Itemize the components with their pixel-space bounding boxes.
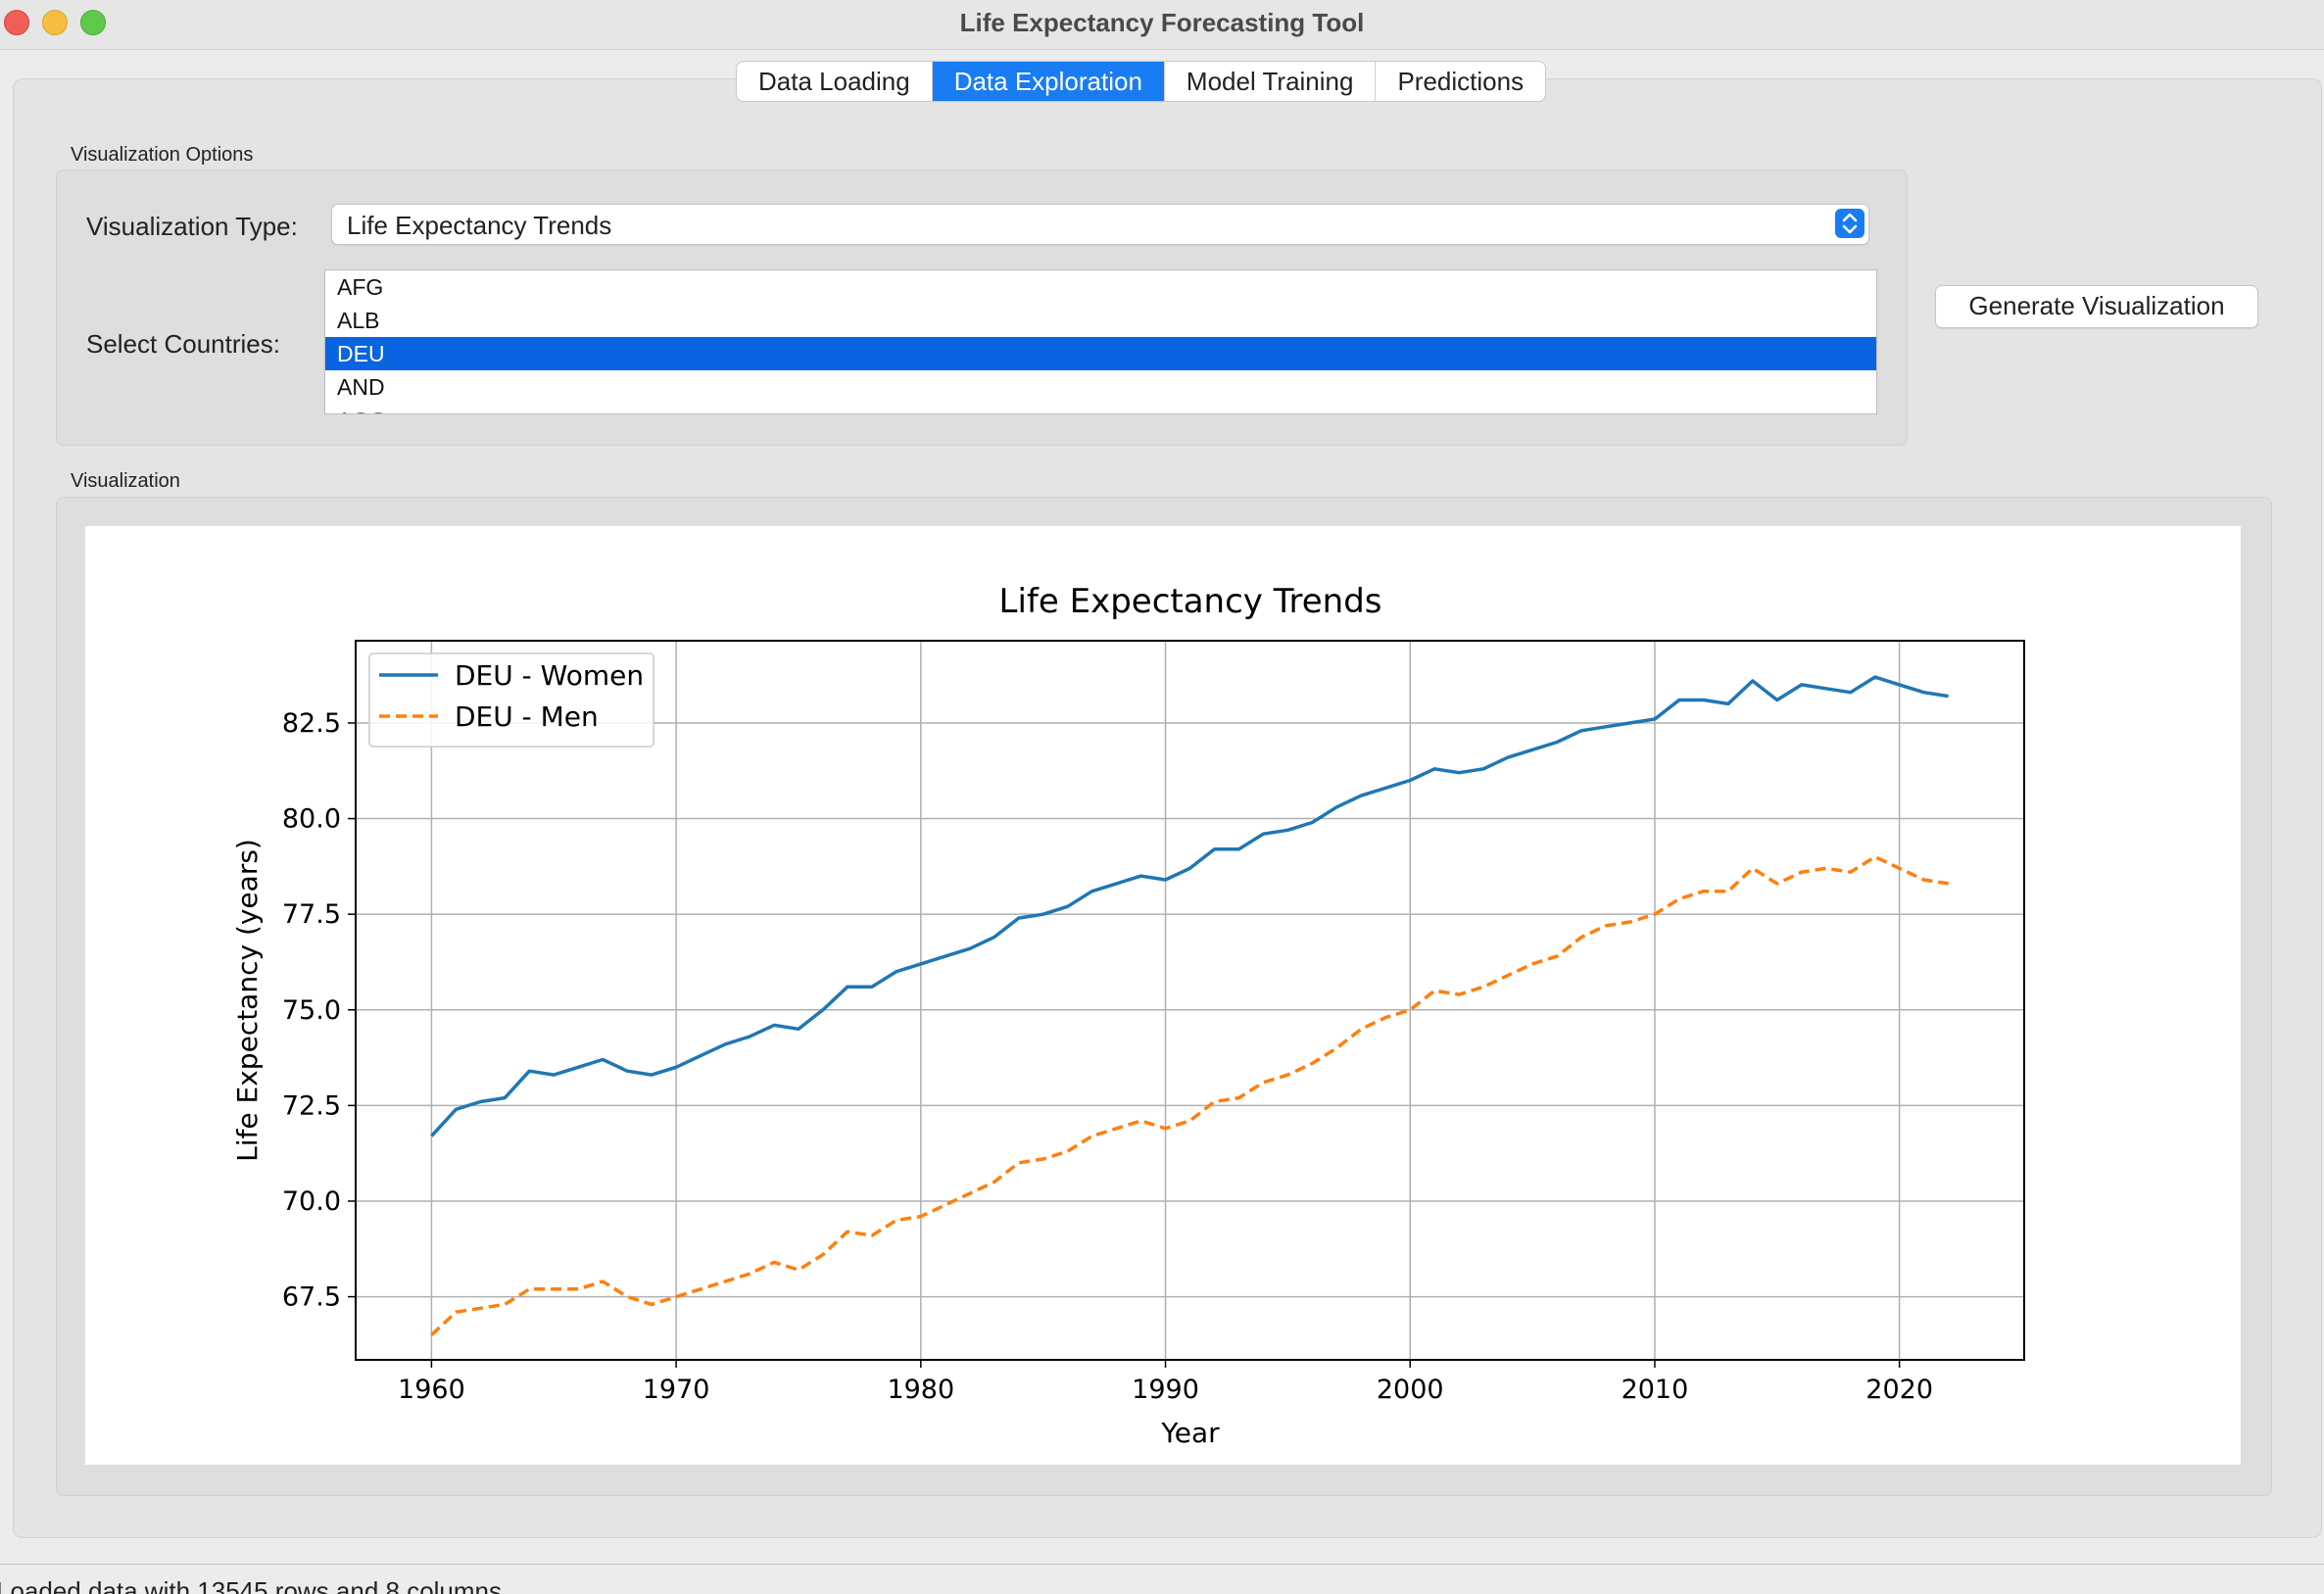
- line-chart: Life Expectancy Trends 1960 1970 1980 1990 2…: [231, 582, 2025, 1449]
- visualization-type-select[interactable]: Life Expectancy Trends: [331, 204, 1869, 245]
- chevron-up-down-icon: [1835, 209, 1864, 238]
- legend-women-label: DEU - Women: [455, 659, 644, 692]
- chart-title: Life Expectancy Trends: [999, 582, 1382, 621]
- x-tick-label: 1990: [1132, 1375, 1199, 1405]
- list-item[interactable]: AGO: [325, 404, 1876, 413]
- y-axis-label: Life Expectancy (years): [231, 839, 264, 1162]
- legend: DEU - Women DEU - Men: [368, 652, 654, 748]
- zoom-window-button[interactable]: [80, 10, 106, 35]
- close-window-button[interactable]: [4, 10, 29, 35]
- status-text: Loaded data with 13545 rows and 8 column…: [0, 1576, 503, 1594]
- grid: [356, 641, 2024, 1360]
- legend-men-label: DEU - Men: [455, 700, 599, 733]
- y-tick-label: 80.0: [282, 804, 341, 835]
- y-tick-label: 82.5: [282, 708, 341, 739]
- plot-frame: [355, 640, 2025, 1361]
- x-tick-label: 1980: [887, 1375, 954, 1405]
- visualization-options-title: Visualization Options: [71, 144, 254, 166]
- status-bar: Loaded data with 13545 rows and 8 column…: [0, 1564, 2324, 1594]
- y-tick-label: 70.0: [282, 1186, 341, 1217]
- generate-visualization-button[interactable]: Generate Visualization: [1935, 285, 2258, 328]
- axis-ticks: 1960 1970 1980 1990 2000 2010 2020 67.5 70.0 72.5…: [282, 708, 1933, 1405]
- visualization-type-label: Visualization Type:: [86, 212, 298, 241]
- title-bar: Life Expectancy Forecasting Tool: [0, 0, 2324, 50]
- x-tick-label: 2020: [1865, 1375, 1933, 1405]
- x-axis-label: Year: [1160, 1417, 1220, 1449]
- legend-box: [368, 652, 654, 748]
- x-tick-label: 2000: [1377, 1375, 1444, 1405]
- list-item[interactable]: AND: [337, 374, 385, 400]
- tab-bar: Data Loading Data Exploration Model Trai…: [736, 61, 1547, 102]
- y-tick-label: 75.0: [282, 995, 341, 1026]
- series-line-women: [430, 675, 1949, 1137]
- tab-model-training[interactable]: Model Training: [1165, 62, 1377, 101]
- y-tick-label: 67.5: [282, 1282, 341, 1313]
- x-tick-label: 1970: [643, 1375, 710, 1405]
- series-line-men: [430, 854, 1949, 1336]
- tab-predictions[interactable]: Predictions: [1397, 67, 1525, 96]
- y-tick-label: 72.5: [282, 1090, 341, 1121]
- window-title: Life Expectancy Forecasting Tool: [959, 8, 1365, 37]
- list-item-selected[interactable]: DEU: [325, 337, 1876, 370]
- series-group: [430, 675, 1949, 1336]
- tab-data-loading[interactable]: Data Loading: [737, 62, 933, 101]
- x-tick-label: 1960: [398, 1375, 465, 1405]
- tab-data-exploration[interactable]: Data Exploration: [932, 62, 1165, 101]
- minimize-window-button[interactable]: [42, 10, 68, 35]
- visualization-title: Visualization: [71, 470, 180, 492]
- select-countries-label: Select Countries:: [86, 329, 280, 359]
- visualization-type-value: Life Expectancy Trends: [347, 211, 612, 240]
- list-item[interactable]: ALB: [337, 308, 380, 333]
- plot-canvas: Life Expectancy Trends 1960 1970 1980 1990 2…: [85, 526, 2241, 1465]
- list-item[interactable]: AFG: [337, 274, 384, 300]
- countries-listbox[interactable]: AFG ALB DEU AND AGO: [324, 269, 1877, 414]
- x-tick-label: 2010: [1622, 1375, 1689, 1405]
- y-tick-label: 77.5: [282, 899, 341, 930]
